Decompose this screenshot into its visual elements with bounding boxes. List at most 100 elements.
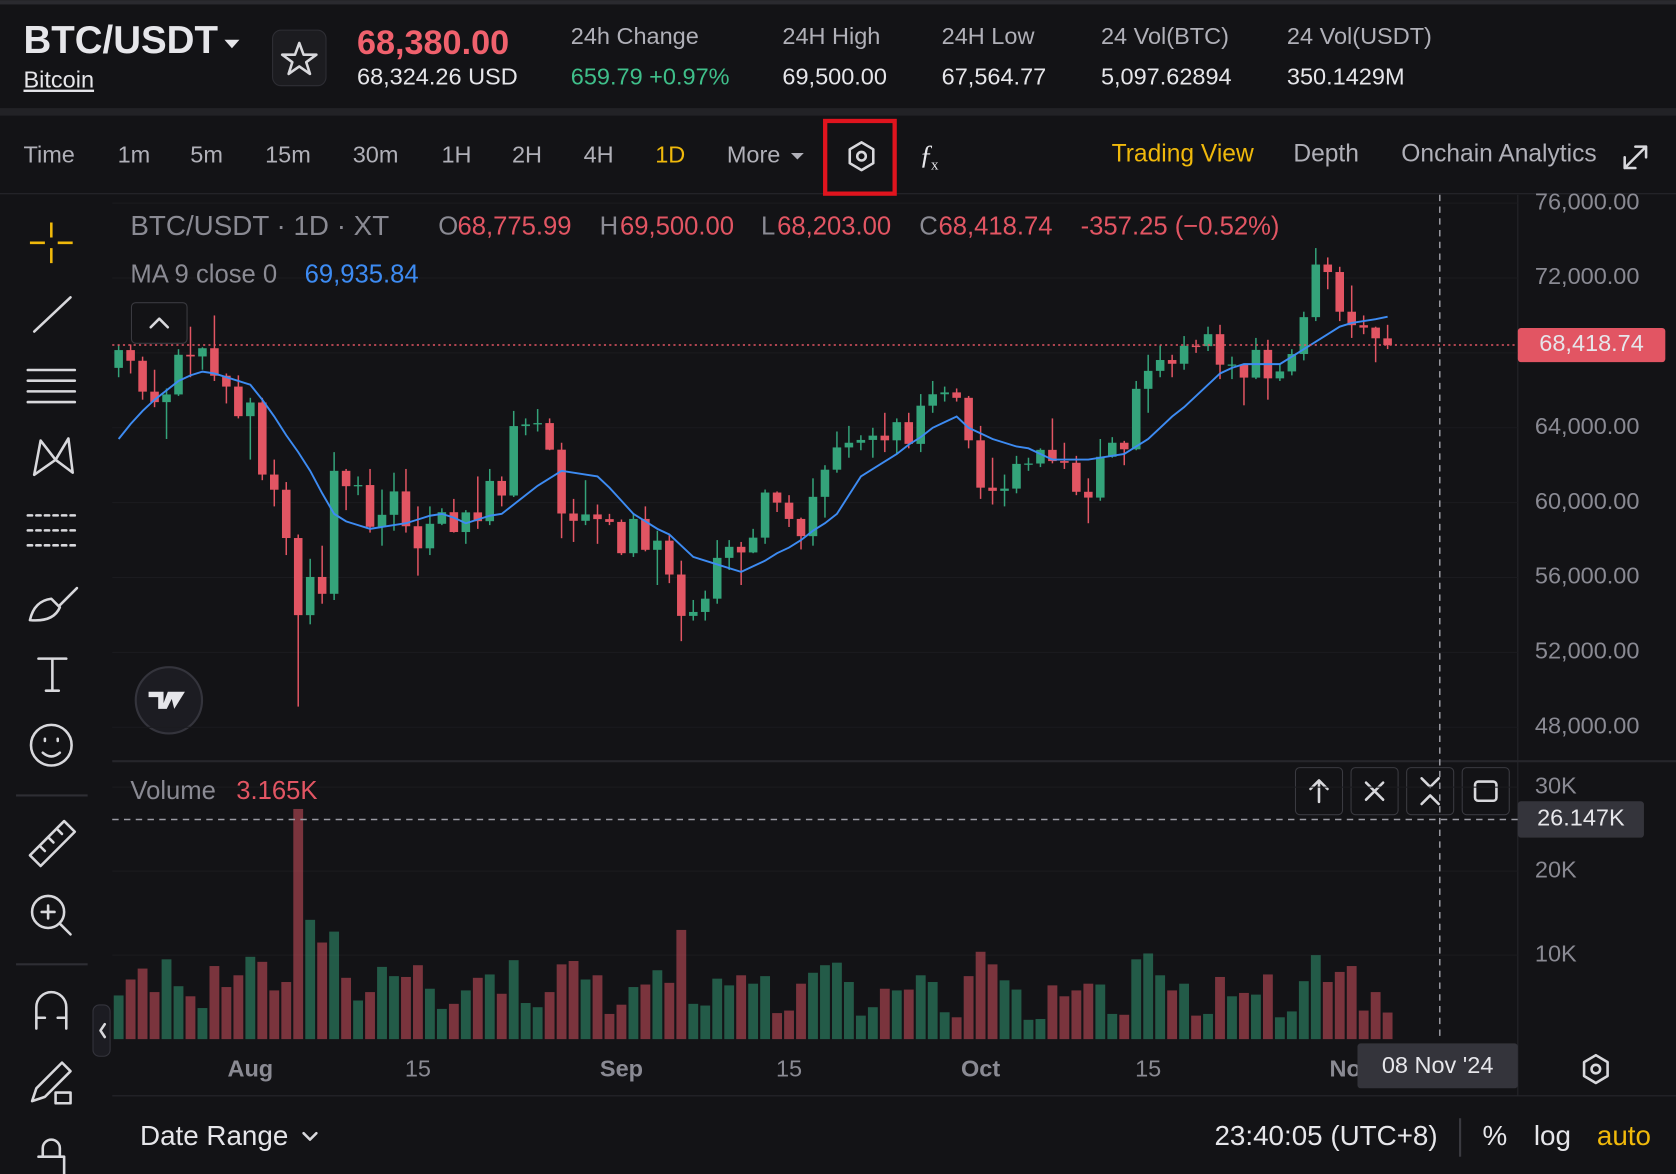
text-tool[interactable] xyxy=(37,657,68,692)
trendline-tool[interactable] xyxy=(32,296,72,333)
stat-value: 67,564.77 xyxy=(942,63,1047,89)
brush-tool[interactable] xyxy=(28,586,79,622)
date-range-caret[interactable] xyxy=(302,1131,318,1141)
interval-option[interactable]: 1H xyxy=(441,141,471,167)
candle-body xyxy=(677,574,686,616)
y-tick-label: 56,000.00 xyxy=(1535,563,1640,589)
volume-bar xyxy=(221,987,232,1040)
volume-bar xyxy=(472,977,483,1040)
view-tab[interactable]: Trading View xyxy=(1112,141,1254,168)
interval-option[interactable]: 2H xyxy=(512,141,542,167)
collapse-legend-button[interactable] xyxy=(130,302,188,344)
zoom-tool[interactable] xyxy=(30,894,66,930)
volume-bar xyxy=(413,965,423,1040)
volume-bar xyxy=(161,959,172,1040)
crosshair-tool[interactable] xyxy=(29,222,73,264)
magnet-tool[interactable] xyxy=(35,990,68,1030)
candle-body xyxy=(964,397,973,441)
candle-body xyxy=(1287,354,1297,372)
favorite-button[interactable] xyxy=(272,29,327,87)
candle-body xyxy=(246,402,255,417)
pencil-tool[interactable] xyxy=(30,1061,72,1103)
maximize-pane-button[interactable] xyxy=(1461,767,1510,816)
candle-body xyxy=(832,447,842,470)
collapse-legend-icon xyxy=(149,317,170,329)
candle-body xyxy=(293,538,303,616)
volume-bar xyxy=(855,1015,866,1040)
ma-line xyxy=(117,315,1388,573)
collapse-pane-button[interactable] xyxy=(1406,767,1455,816)
volume-bar xyxy=(389,976,399,1040)
scale-option[interactable]: % xyxy=(1483,1120,1508,1151)
volume-bar xyxy=(664,982,675,1040)
lock-tool[interactable] xyxy=(37,1138,66,1174)
candle-body xyxy=(605,519,614,522)
date-range[interactable]: Date Range xyxy=(140,1120,288,1151)
crosshair-y-tag xyxy=(1517,801,1644,838)
volume-bar xyxy=(1262,974,1273,1040)
symbol-caret[interactable] xyxy=(224,39,240,49)
crosshair-x-label: 08 Nov '24 xyxy=(1382,1052,1494,1078)
volume-bar xyxy=(843,982,854,1040)
interval-option[interactable]: 30m xyxy=(353,141,399,167)
volume-bar xyxy=(1167,990,1178,1040)
move-up-icon xyxy=(1309,779,1329,804)
view-tab[interactable]: Depth xyxy=(1293,141,1359,168)
ruler-tool[interactable] xyxy=(28,819,77,868)
volume-bar xyxy=(257,961,268,1040)
volume-bar xyxy=(520,1003,531,1040)
volume-bar xyxy=(592,975,603,1040)
candle-body xyxy=(904,422,914,444)
interval-option[interactable]: 5m xyxy=(190,141,223,167)
scale-option[interactable]: log xyxy=(1534,1120,1571,1151)
candle-body xyxy=(688,611,698,616)
axis-settings-icon[interactable] xyxy=(1582,1053,1609,1085)
pattern-tool[interactable] xyxy=(32,437,74,477)
volume-bar xyxy=(1035,1018,1046,1040)
volume-bar xyxy=(760,976,771,1040)
interval-option[interactable]: 1m xyxy=(118,141,151,167)
volume-bar xyxy=(125,979,136,1040)
volume-bar xyxy=(736,975,747,1040)
scale-option[interactable]: auto xyxy=(1597,1120,1651,1151)
candle-body xyxy=(1323,264,1333,273)
volume-bar xyxy=(353,1000,363,1040)
interval-option[interactable]: 1D xyxy=(655,141,685,167)
candle-body xyxy=(317,576,327,594)
interval-option[interactable]: More xyxy=(727,141,781,167)
volume-bar xyxy=(652,970,663,1040)
volume-bar xyxy=(137,968,148,1040)
symbol[interactable]: BTC/USDT xyxy=(24,19,219,62)
volume-bar xyxy=(796,983,806,1040)
candle-body xyxy=(736,546,746,553)
volume-bar xyxy=(149,992,160,1040)
candle-body xyxy=(449,512,459,533)
crosshair-y-label: 26.147K xyxy=(1537,805,1625,831)
volume-bar xyxy=(867,1007,878,1040)
volume-bar xyxy=(1215,976,1225,1040)
volume-bar xyxy=(1370,992,1381,1040)
candle-body xyxy=(377,514,387,527)
lines-tool[interactable] xyxy=(26,368,77,404)
asset-name[interactable]: Bitcoin xyxy=(24,67,95,93)
interval-option[interactable]: 15m xyxy=(265,141,311,167)
candle-body xyxy=(593,514,602,520)
fib-tool[interactable] xyxy=(26,514,77,547)
volume-tick-label: 20K xyxy=(1535,856,1577,882)
volume-bar xyxy=(628,987,639,1040)
volume-bar xyxy=(1107,1013,1118,1040)
interval-option[interactable]: 4H xyxy=(584,141,614,167)
emoji-tool[interactable] xyxy=(29,723,73,767)
volume-bar xyxy=(197,1008,208,1040)
fx-icon[interactable]: ƒ xyxy=(919,140,933,171)
more-caret[interactable] xyxy=(790,153,804,160)
volume-bar xyxy=(616,1004,627,1040)
interval-option[interactable]: Time xyxy=(24,141,75,167)
expand-icon[interactable] xyxy=(1623,145,1648,170)
legend-value: 68,418.74 xyxy=(938,213,1052,241)
view-tab[interactable]: Onchain Analytics xyxy=(1401,141,1596,168)
volume-bar xyxy=(1251,994,1261,1040)
settings-icon[interactable] xyxy=(848,141,875,172)
last-price-label: 68,418.74 xyxy=(1539,330,1644,356)
